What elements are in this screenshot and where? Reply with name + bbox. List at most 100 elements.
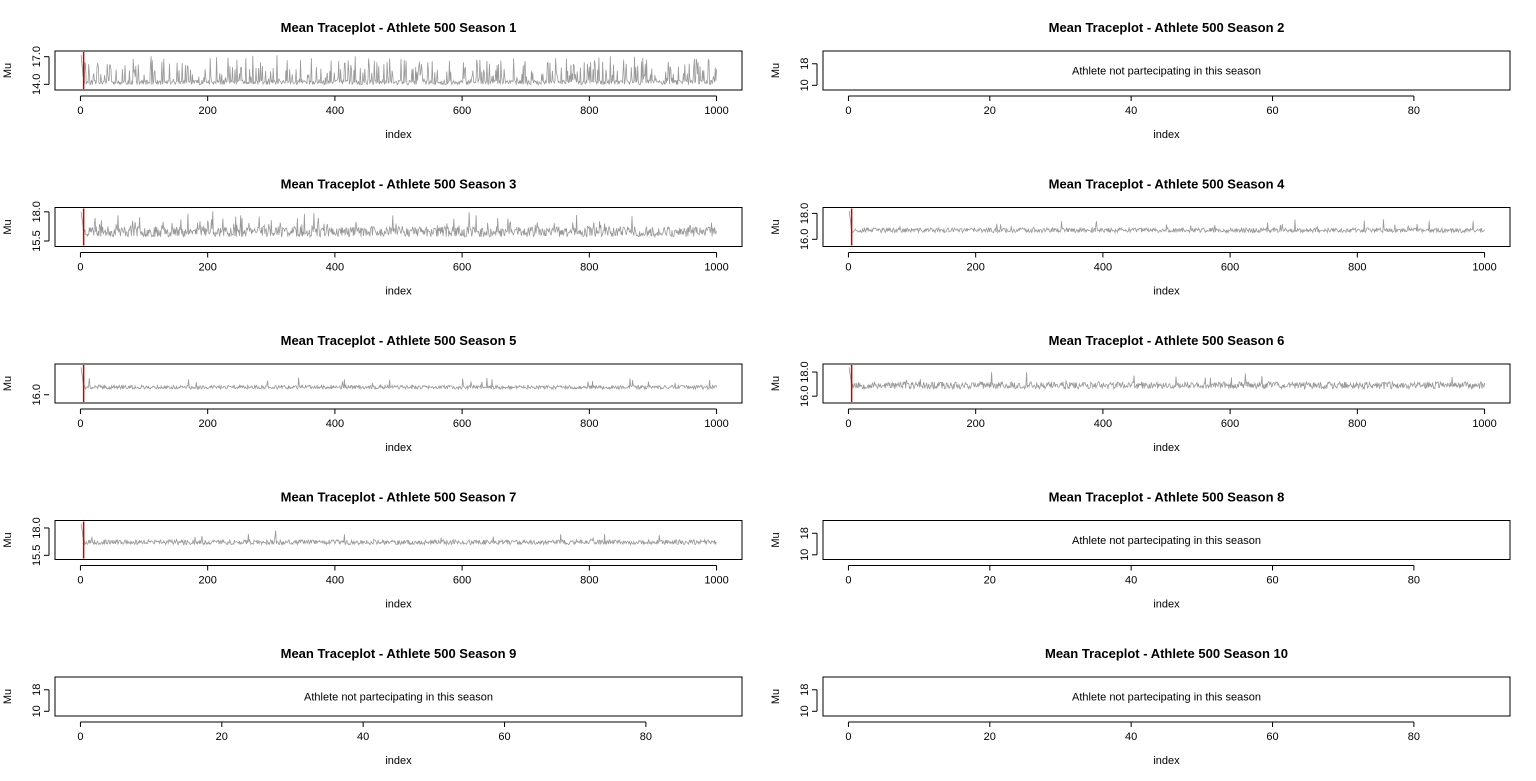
x-tick-label: 400 <box>1094 262 1112 274</box>
y-axis-label: Mu <box>770 63 782 78</box>
chart-title: Mean Traceplot - Athlete 500 Season 7 <box>281 490 517 505</box>
x-tick-label: 0 <box>845 731 851 743</box>
x-tick-label: 0 <box>77 262 83 274</box>
x-tick-label: 80 <box>1408 575 1420 587</box>
not-participating-message: Athlete not partecipating in this season <box>1072 66 1261 78</box>
plot-frame <box>54 363 743 404</box>
y-tick-label: 16.0 <box>799 229 811 250</box>
x-axis-label: index <box>1153 599 1180 611</box>
plot-frame <box>822 50 1511 91</box>
trace-line-series <box>80 523 717 547</box>
y-axis-label: Mu <box>770 376 782 391</box>
x-tick-label: 400 <box>326 105 344 117</box>
chart-panel-season-3: Mean Traceplot - Athlete 500 Season 3 0 20… <box>2 177 743 298</box>
chart-panel-season-8: Mean Traceplot - Athlete 500 Season 8 0 20… <box>770 490 1511 611</box>
x-tick-label: 20 <box>216 731 228 743</box>
x-tick-label: 20 <box>984 105 996 117</box>
x-tick-label: 1000 <box>704 262 728 274</box>
chart-title: Mean Traceplot - Athlete 500 Season 9 <box>281 646 517 661</box>
y-tick-label: 18 <box>799 527 811 539</box>
x-axis-label: index <box>385 755 412 767</box>
x-tick-label: 60 <box>1266 105 1278 117</box>
y-axis-label: Mu <box>770 219 782 234</box>
chart-panel-season-2: Mean Traceplot - Athlete 500 Season 2 0 20… <box>770 20 1511 141</box>
x-tick-label: 80 <box>640 731 652 743</box>
x-tick-label: 400 <box>326 262 344 274</box>
x-tick-label: 20 <box>984 731 996 743</box>
x-tick-label: 200 <box>198 105 216 117</box>
x-tick-label: 1000 <box>704 575 728 587</box>
y-tick-label: 18 <box>31 684 43 696</box>
trace-line-series <box>80 367 717 391</box>
y-tick-label: 10 <box>799 79 811 91</box>
plot-frame <box>54 520 743 560</box>
x-tick-label: 400 <box>326 418 344 430</box>
y-tick-label: 14.0 <box>31 74 43 95</box>
x-tick-label: 40 <box>357 731 369 743</box>
x-tick-label: 800 <box>580 105 598 117</box>
x-tick-label: 60 <box>1266 731 1278 743</box>
chart-title: Mean Traceplot - Athlete 500 Season 2 <box>1049 20 1285 35</box>
x-tick-label: 20 <box>984 575 996 587</box>
x-tick-label: 80 <box>1408 105 1420 117</box>
x-tick-label: 0 <box>845 105 851 117</box>
x-tick-label: 600 <box>453 262 471 274</box>
y-tick-label: 15.5 <box>31 230 43 251</box>
y-tick-label: 16.0 <box>799 385 811 406</box>
x-tick-label: 200 <box>198 575 216 587</box>
x-tick-label: 800 <box>580 418 598 430</box>
x-tick-label: 1000 <box>1472 418 1496 430</box>
plot-frame <box>54 207 743 247</box>
x-tick-label: 400 <box>326 575 344 587</box>
plot-frame <box>822 363 1511 404</box>
plot-frame <box>822 520 1511 560</box>
x-tick-label: 200 <box>966 262 984 274</box>
y-axis-label: Mu <box>2 689 14 704</box>
x-tick-label: 800 <box>1348 262 1366 274</box>
y-axis-label: Mu <box>770 532 782 547</box>
x-tick-label: 200 <box>198 262 216 274</box>
x-tick-label: 1000 <box>704 418 728 430</box>
x-tick-label: 0 <box>845 262 851 274</box>
x-axis-label: index <box>385 286 412 298</box>
y-tick-label: 18.0 <box>31 517 43 538</box>
x-tick-label: 800 <box>580 575 598 587</box>
x-tick-label: 600 <box>453 105 471 117</box>
x-tick-label: 800 <box>1348 418 1366 430</box>
x-axis-label: index <box>1153 442 1180 454</box>
chart-title: Mean Traceplot - Athlete 500 Season 3 <box>281 177 517 192</box>
x-tick-label: 600 <box>1221 418 1239 430</box>
x-tick-label: 0 <box>77 731 83 743</box>
x-tick-label: 200 <box>966 418 984 430</box>
chart-title: Mean Traceplot - Athlete 500 Season 1 <box>281 20 517 35</box>
x-tick-label: 80 <box>1408 731 1420 743</box>
chart-title: Mean Traceplot - Athlete 500 Season 4 <box>1049 177 1286 192</box>
x-tick-label: 400 <box>1094 418 1112 430</box>
y-tick-label: 17.0 <box>31 46 43 67</box>
y-tick-label: 10 <box>799 705 811 717</box>
chart-title: Mean Traceplot - Athlete 500 Season 10 <box>1045 646 1288 661</box>
y-axis-label: Mu <box>2 63 14 78</box>
chart-panel-season-4: Mean Traceplot - Athlete 500 Season 4 0 20… <box>770 177 1511 298</box>
chart-title: Mean Traceplot - Athlete 500 Season 8 <box>1049 490 1285 505</box>
y-tick-label: 18.0 <box>31 201 43 222</box>
chart-panel-season-6: Mean Traceplot - Athlete 500 Season 6 0 20… <box>770 333 1511 454</box>
chart-title: Mean Traceplot - Athlete 500 Season 5 <box>281 333 517 348</box>
not-participating-message: Athlete not partecipating in this season <box>1072 692 1261 704</box>
x-tick-label: 60 <box>498 731 510 743</box>
y-tick-label: 18.0 <box>799 361 811 382</box>
chart-panel-season-7: Mean Traceplot - Athlete 500 Season 7 0 20… <box>2 490 743 611</box>
trace-line-series <box>80 211 717 239</box>
x-axis-label: index <box>1153 755 1180 767</box>
x-tick-label: 0 <box>77 105 83 117</box>
x-tick-label: 800 <box>580 262 598 274</box>
x-tick-label: 0 <box>845 418 851 430</box>
trace-line-series <box>848 367 1485 391</box>
x-axis-label: index <box>1153 129 1180 141</box>
trace-line-series <box>848 210 1485 235</box>
chart-panel-season-5: Mean Traceplot - Athlete 500 Season 5 0 20… <box>2 333 743 454</box>
x-tick-label: 60 <box>1266 575 1278 587</box>
x-axis-label: index <box>1153 286 1180 298</box>
x-axis-label: index <box>385 442 412 454</box>
